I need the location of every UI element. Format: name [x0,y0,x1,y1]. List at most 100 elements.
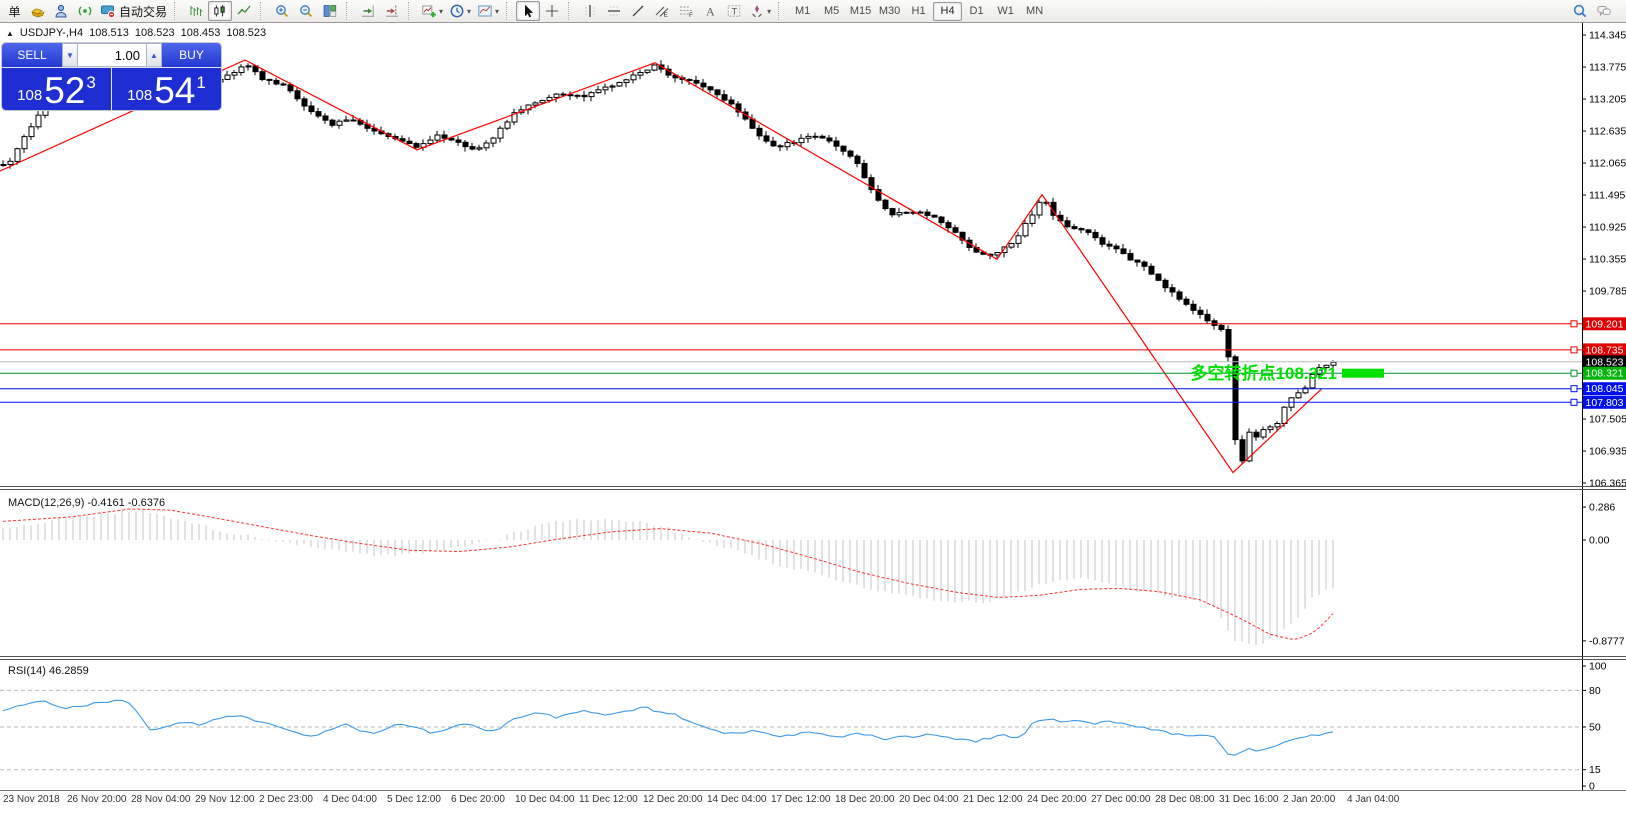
candle-body [301,98,308,107]
candle-body [7,160,14,166]
gold-icon [29,3,45,19]
candle-body [469,146,476,150]
candle-body [259,71,266,80]
ohlc-high: 108.523 [134,27,175,39]
symbol-ohlc-bar: ▲ USDJPY-,H4 108.513 108.523 108.453 108… [6,27,266,39]
price-tag [1583,382,1626,396]
periods-button[interactable]: ▾ [446,1,474,21]
text-button[interactable]: A [698,1,722,21]
zoom-in-button[interactable] [270,1,294,21]
time-axis-label: 28 Dec 08:00 [1155,794,1215,805]
level-handle[interactable] [1570,385,1578,393]
timeframe-d1[interactable]: D1 [962,2,991,21]
candle-body [763,135,770,142]
fibo-icon: F [678,3,694,19]
price-scale-label: 110.925 [1589,222,1626,234]
new-order-button[interactable]: 单 [1,1,25,21]
volume-increase-button[interactable]: ▲ [146,43,162,67]
vline-icon [582,3,598,19]
candle-body [1176,291,1183,300]
autotrade-button[interactable]: 自动交易 [97,1,170,21]
candle-body [441,134,448,139]
volume-input[interactable] [78,43,146,67]
candle-body [574,94,581,97]
candle-body [1064,220,1071,228]
chevron-down-icon: ▾ [495,6,500,16]
auto-scroll-button[interactable] [356,1,380,21]
templates-button[interactable]: ▾ [474,1,502,21]
chart-shift-button[interactable] [380,1,404,21]
vertical-line-button[interactable] [578,1,602,21]
zoomout-icon [298,3,314,19]
timeframe-mn[interactable]: MN [1020,2,1049,21]
trendline-button[interactable] [626,1,650,21]
candle-body [560,93,567,96]
candle-body [497,127,504,139]
buy-button[interactable]: BUY [162,43,221,67]
macd-scale-label: 0.00 [1589,535,1610,547]
level-handle[interactable] [1570,369,1578,377]
macd-scale-label: -0.8777 [1589,635,1625,647]
candle-body [952,227,959,233]
fibonacci-button[interactable]: F [674,1,698,21]
sell-price[interactable]: 108 52 3 [2,68,111,110]
bar-chart-button[interactable] [184,1,208,21]
candle-body [1022,222,1029,237]
candle-body [826,137,833,142]
buy-price[interactable]: 108 54 1 [112,68,221,110]
timeframe-m1[interactable]: M1 [788,2,817,21]
zoom-out-button[interactable] [294,1,318,21]
timeframe-w1[interactable]: W1 [991,2,1020,21]
timeframe-m30[interactable]: M30 [875,2,904,21]
candle-body [1127,253,1134,261]
clock-icon [449,3,465,19]
rsi-scale-label: 0 [1589,781,1595,793]
chat-button[interactable] [1592,1,1616,21]
candle-body [273,79,280,85]
horizontal-line-button[interactable] [602,1,626,21]
rsi-scale-label: 80 [1589,685,1601,697]
candle-body [1253,431,1260,438]
line-chart-button[interactable] [232,1,256,21]
search-button[interactable] [1568,1,1592,21]
cursor-button[interactable] [516,1,541,21]
tile-windows-button[interactable] [318,1,342,21]
candle-body [840,145,847,152]
zigzag-line[interactable] [0,59,1323,474]
level-handle[interactable] [1570,320,1578,328]
arrows-button[interactable]: ▾ [746,1,774,21]
candle-body [1218,324,1225,330]
collapse-icon[interactable]: ▲ [6,28,14,38]
volume-decrease-button[interactable]: ▼ [62,43,78,67]
candle-body [1267,426,1274,431]
timeframe-m15[interactable]: M15 [846,2,875,21]
candle-body [1148,265,1155,275]
timeframe-h1[interactable]: H1 [904,2,933,21]
timeframe-m5[interactable]: M5 [817,2,846,21]
pivot-marker-bar[interactable] [1342,368,1384,378]
indicators-button[interactable]: ▾ [418,1,446,21]
candle-body [525,104,532,111]
candlestick-chart-button[interactable] [208,1,233,21]
level-handle[interactable] [1570,398,1578,406]
timeframe-h4[interactable]: H4 [933,1,963,21]
candle-body [777,145,784,148]
crosshair-button[interactable] [540,1,564,21]
time-axis-label: 2 Jan 20:00 [1283,794,1336,805]
candle-body [1015,235,1022,244]
market-icon[interactable] [25,1,49,21]
candle-body [322,115,329,121]
candle-body [1232,356,1239,441]
sell-button[interactable]: SELL [2,43,62,67]
price-scale-label: 113.205 [1589,94,1626,106]
level-handle[interactable] [1570,346,1578,354]
candle-body [336,120,343,126]
profile-icon[interactable] [49,1,73,21]
equidistant-channel-button[interactable]: E [650,1,674,21]
time-axis-label: 20 Dec 04:00 [899,794,959,805]
signals-icon[interactable] [73,1,97,21]
text-label-button[interactable]: T [722,1,746,21]
candle-body [882,199,889,210]
